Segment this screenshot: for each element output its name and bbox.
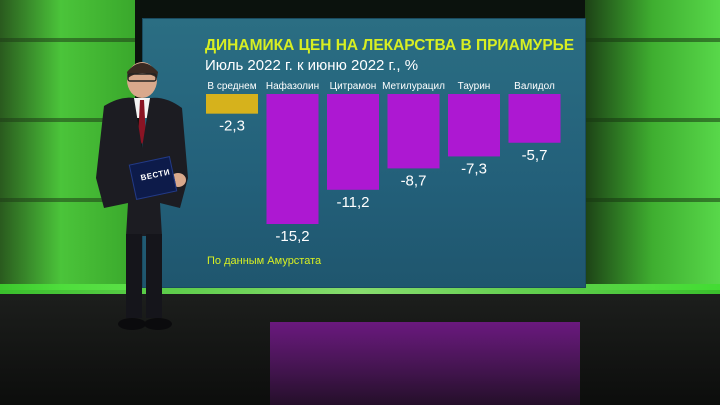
screen-reflection <box>270 322 580 405</box>
vesti-logo: ВЕСТИ <box>139 167 171 183</box>
wall-panel-line <box>585 118 720 122</box>
wall-panel-line <box>585 38 720 42</box>
wall-panel-line <box>0 38 135 42</box>
wall-panel-line <box>585 198 720 202</box>
chart-subtitle: Июль 2022 г. к июню 2022 г., % <box>205 57 419 74</box>
category-label: Валидол <box>514 81 555 92</box>
value-label: -2,3 <box>219 118 245 135</box>
wall-panel-line <box>0 118 135 122</box>
bar <box>266 94 319 224</box>
bar <box>387 94 440 169</box>
floor-light-strip <box>0 284 720 294</box>
value-label: -5,7 <box>522 147 548 164</box>
studio-wall-right <box>585 0 720 300</box>
category-label: Таурин <box>458 81 491 92</box>
bar <box>448 94 500 157</box>
value-label: -7,3 <box>461 160 487 177</box>
category-label: Цитрамон <box>330 81 377 92</box>
bar-chart: В среднем -2,3 Нафазолин -15,2 Цитрамон -11,2… <box>206 80 561 245</box>
value-label: -15,2 <box>275 228 309 245</box>
value-label: -8,7 <box>401 172 427 189</box>
category-label: Нафазолин <box>266 80 319 92</box>
bar <box>206 94 258 114</box>
bar <box>327 94 379 190</box>
wall-panel-line <box>0 198 135 202</box>
bar <box>508 94 561 143</box>
chart-screen: В среднем -2,3 Нафазолин -15,2 Цитрамон -11,2… <box>142 18 586 288</box>
value-label: -11,2 <box>336 194 369 211</box>
category-label: В среднем <box>207 81 256 92</box>
chart-title: ДИНАМИКА ЦЕН НА ЛЕКАРСТВА В ПРИАМУРЬЕ <box>205 37 575 54</box>
chart-source: По данным Амурстата <box>207 255 322 267</box>
category-label: Метилурацил <box>382 81 445 92</box>
